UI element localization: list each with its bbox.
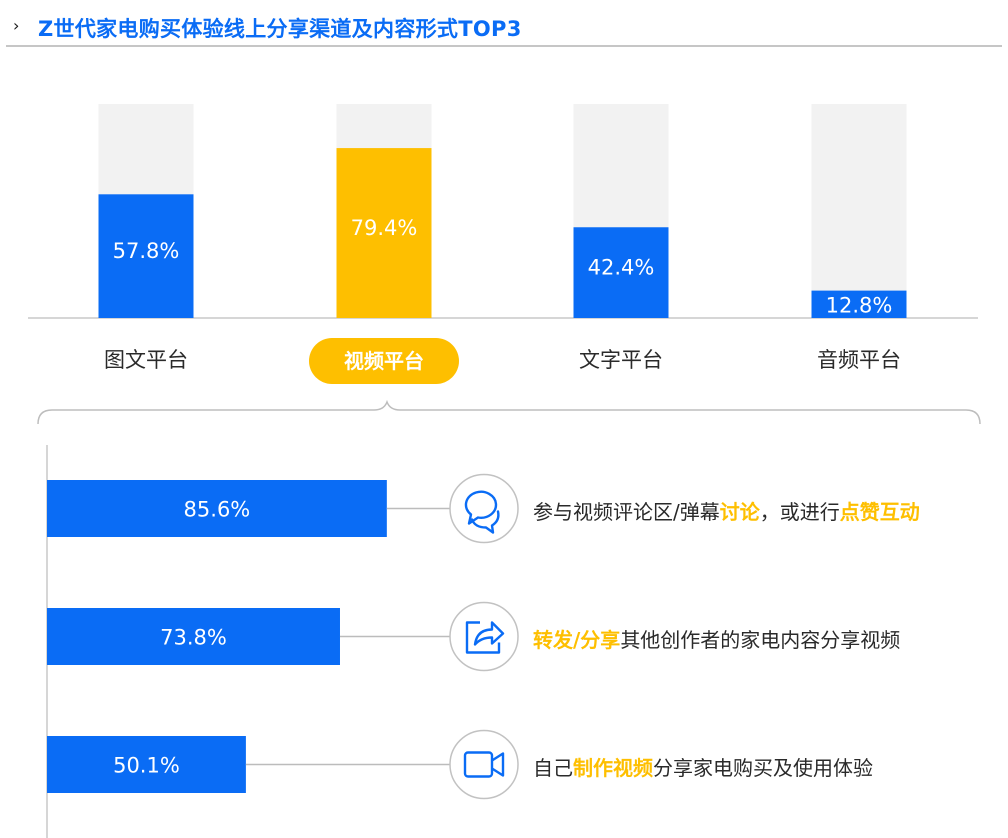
- page-title: Z世代家电购买体验线上分享渠道及内容形式TOP3: [38, 17, 522, 41]
- category-label: 视频平台: [309, 338, 459, 384]
- hbar: [47, 608, 340, 665]
- bar-value-label: 57.8%: [113, 239, 180, 263]
- detail-text: 转发/分享其他创作者的家电内容分享视频: [533, 624, 900, 653]
- hbar: [47, 480, 387, 537]
- hbar-value-label: 85.6%: [184, 498, 251, 522]
- detail-highlight: 点赞互动: [839, 499, 920, 524]
- detail-segment: ，或进行: [759, 499, 840, 524]
- detail-text: 参与视频评论区/弹幕讨论，或进行点赞互动: [533, 496, 920, 525]
- detail-highlight: 讨论: [719, 499, 760, 524]
- header-divider: [6, 45, 1002, 47]
- category-label: 音频平台: [817, 348, 901, 372]
- detail-highlight: 制作视频: [573, 755, 653, 780]
- video-camera-icon: [449, 729, 519, 800]
- bar: [811, 290, 907, 318]
- bar-value-label: 12.8%: [826, 293, 893, 317]
- share-arrow-icon: [449, 601, 519, 672]
- hbar: [47, 736, 246, 793]
- bar-value-label: 42.4%: [588, 256, 655, 280]
- detail-segment: 参与视频评论区/弹幕: [533, 499, 720, 524]
- hbar-value-label: 73.8%: [160, 626, 227, 650]
- bar-value-label: 79.4%: [351, 216, 418, 240]
- top-bar-chart: 57.8% 79.4% 42.4% 12.8%: [28, 104, 978, 319]
- detail-highlight: 转发/分享: [533, 627, 621, 652]
- detail-text: 自己制作视频分享家电购买及使用体验: [533, 752, 873, 781]
- bar: [336, 148, 432, 318]
- hbar-value-label: 50.1%: [113, 754, 180, 778]
- detail-segment: 自己: [533, 755, 573, 780]
- category-label: 图文平台: [104, 348, 188, 372]
- bar: [573, 227, 669, 318]
- chat-bubbles-icon: [449, 473, 519, 544]
- header: › Z世代家电购买体验线上分享渠道及内容形式TOP3: [0, 0, 1008, 50]
- chevron-right-icon: ›: [13, 16, 20, 35]
- bracket: [37, 399, 981, 425]
- bar-track: [811, 104, 907, 318]
- bar: [98, 194, 194, 318]
- category-label: 文字平台: [579, 348, 663, 372]
- detail-segment: 分享家电购买及使用体验: [653, 755, 873, 780]
- detail-segment: 其他创作者的家电内容分享视频: [620, 627, 901, 652]
